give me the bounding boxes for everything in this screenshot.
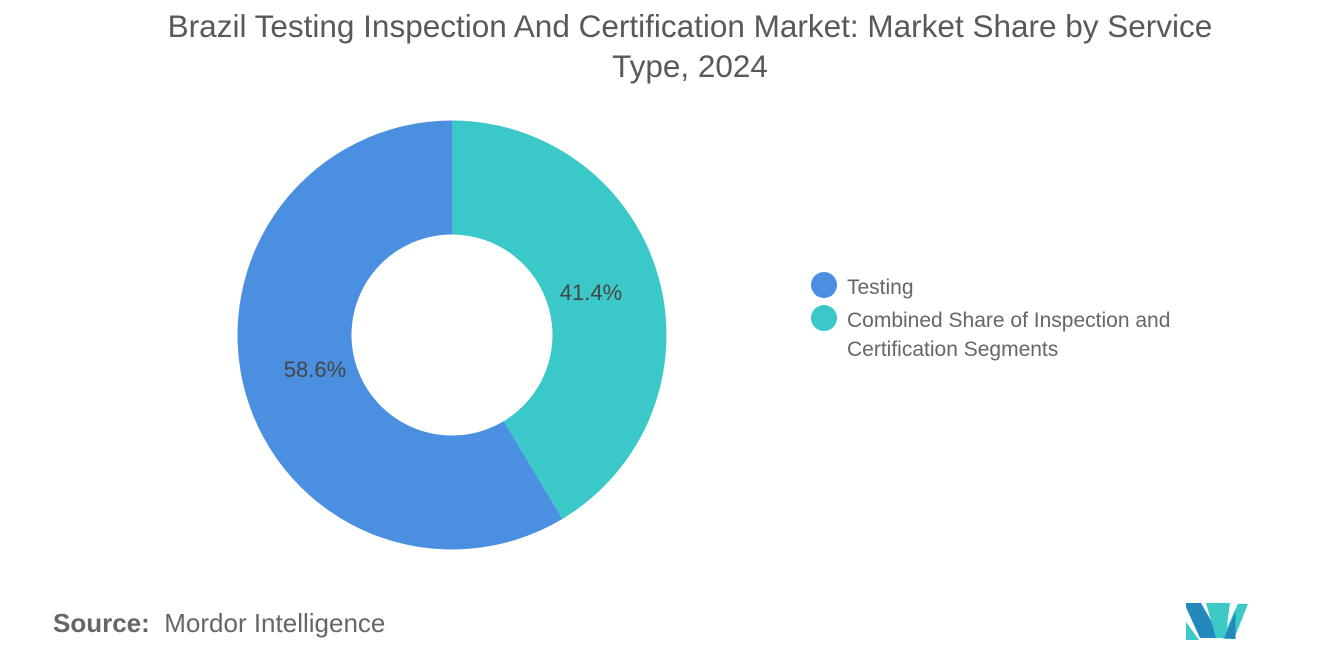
svg-text:41.4%: 41.4% xyxy=(560,280,622,305)
svg-text:58.6%: 58.6% xyxy=(284,357,346,382)
